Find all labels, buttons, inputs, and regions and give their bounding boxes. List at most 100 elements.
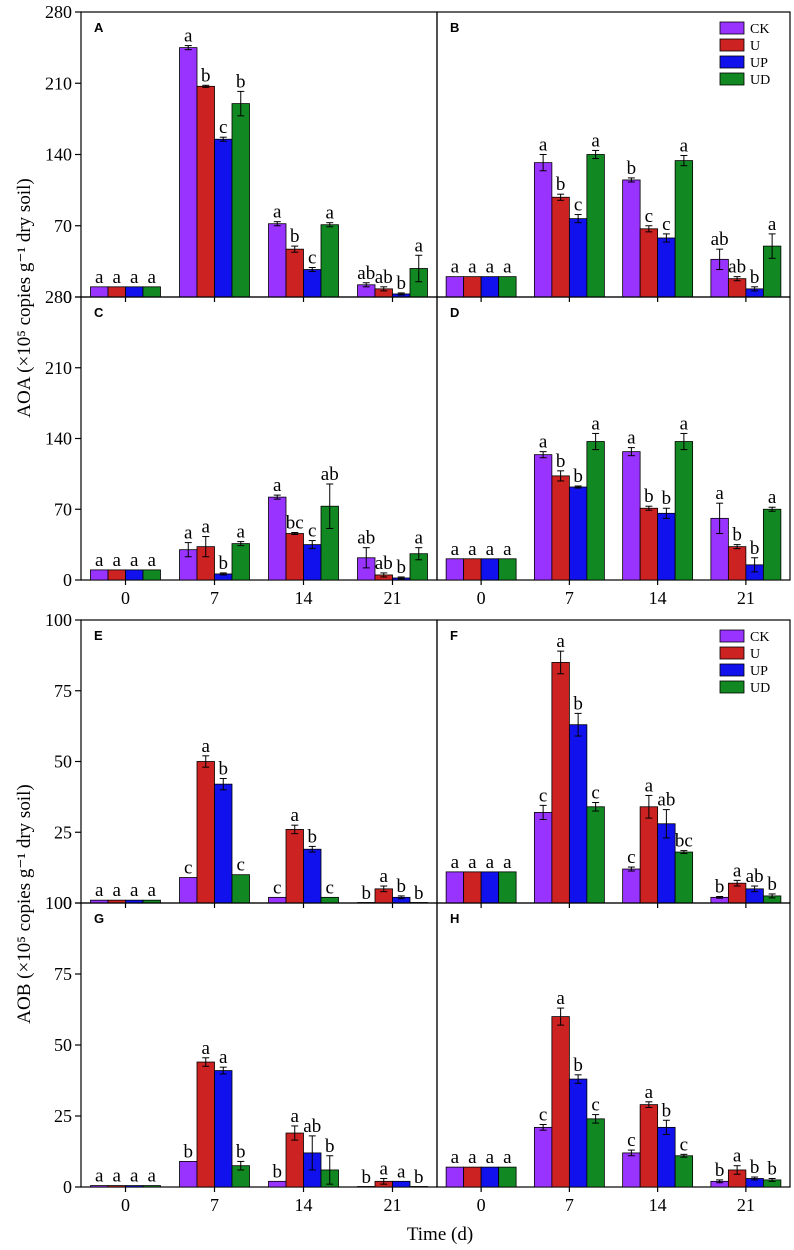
significance-letter: a [237,522,246,543]
bar-up [303,269,322,298]
bar-ud [586,441,605,581]
x-tick-label: 21 [384,588,402,608]
bar-ud [498,276,517,298]
significance-letter: a [556,631,565,652]
bar-ck [268,496,287,581]
significance-letter: a [451,257,460,278]
panel-frame [80,11,438,298]
significance-letter: a [95,550,104,571]
significance-letter: ab [375,553,393,574]
bar-ud [231,543,250,581]
significance-letter: a [591,413,600,434]
bar-up [125,286,144,298]
legend-swatch-ck [719,21,745,35]
bar-u [463,1166,482,1188]
legend-swatch-ck [719,629,745,643]
significance-letter: c [219,117,227,138]
significance-letter: a [415,528,424,549]
x-tick-label: 0 [121,588,130,608]
bar-u [727,546,747,581]
significance-letter: b [573,466,583,487]
significance-letter: a [130,880,139,901]
legend-swatch-u [719,38,745,52]
legend-swatch-ud [719,72,745,86]
legend-label-u: U [750,647,760,662]
significance-letter: b [184,1141,194,1162]
significance-letter: a [486,852,495,873]
bar-u [196,761,215,904]
bar-u [639,1104,659,1188]
significance-letter: c [574,195,582,216]
x-tick-label: 21 [384,1195,402,1215]
significance-letter: a [486,257,495,278]
significance-letter: a [219,1047,228,1068]
significance-letter: b [662,488,672,509]
bar-ck [90,569,109,581]
significance-letter: ab [728,257,746,278]
significance-letter: a [273,202,282,223]
y-tick-label: 25 [54,822,72,842]
bar-ud [674,1155,694,1188]
significance-letter: b [236,1141,246,1162]
legend-label-ud: UD [750,681,770,696]
significance-letter: a [95,880,104,901]
bar-up [568,218,588,298]
significance-letter: a [503,257,512,278]
panel-frame [80,619,438,904]
significance-letter: b [767,874,777,895]
significance-letter: a [733,1146,742,1167]
bar-ud [142,286,161,298]
significance-letter: b [397,273,407,294]
x-tick-label: 0 [477,588,486,608]
bar-u [107,569,126,581]
significance-letter: ab [357,263,375,284]
x-tick-label: 7 [210,588,219,608]
y-tick-label: 280 [45,287,72,307]
x-axis-title: Time (d) [407,1224,473,1245]
x-tick-label: 21 [737,1195,755,1215]
bar-u [196,85,215,298]
significance-letter: a [468,257,477,278]
significance-letter: c [539,1105,547,1126]
significance-letter: a [556,988,565,1009]
x-tick-label: 14 [295,588,313,608]
bar-ck [533,162,553,298]
bar-u [727,278,747,298]
significance-letter: a [95,267,104,288]
significance-letter: b [362,1167,372,1188]
legend-swatch-u [719,646,745,660]
y-axis-title-aoa: AOA (×10⁵ copies g⁻¹ dry soil) [14,178,35,417]
significance-letter: ab [657,790,675,811]
bar-ck [445,871,465,904]
bar-up [392,1180,411,1188]
significance-letter: b [290,226,300,247]
significance-letter: a [291,1106,300,1127]
bar-ud [409,1186,428,1188]
significance-letter: c [591,1095,599,1116]
significance-letter: b [767,1158,777,1179]
bar-ud [762,508,782,581]
significance-letter: a [680,413,689,434]
significance-letter: b [201,65,211,86]
y-tick-label: 25 [54,1106,72,1126]
bar-up [568,1078,588,1188]
significance-letter: a [451,1147,460,1168]
significance-letter: a [645,1082,654,1103]
bar-ud [498,1166,517,1188]
significance-letter: b [732,525,742,546]
significance-letter: a [768,214,777,235]
bar-u [285,248,304,298]
significance-letter: ab [711,229,729,250]
significance-letter: a [486,539,495,560]
significance-letter: b [644,486,654,507]
significance-letter: c [680,1134,688,1155]
significance-letter: a [539,135,548,156]
significance-letter: b [662,1100,672,1121]
bar-up [303,848,322,904]
legend-swatch-up [719,55,745,69]
significance-letter: c [662,214,670,235]
significance-letter: a [539,432,548,453]
